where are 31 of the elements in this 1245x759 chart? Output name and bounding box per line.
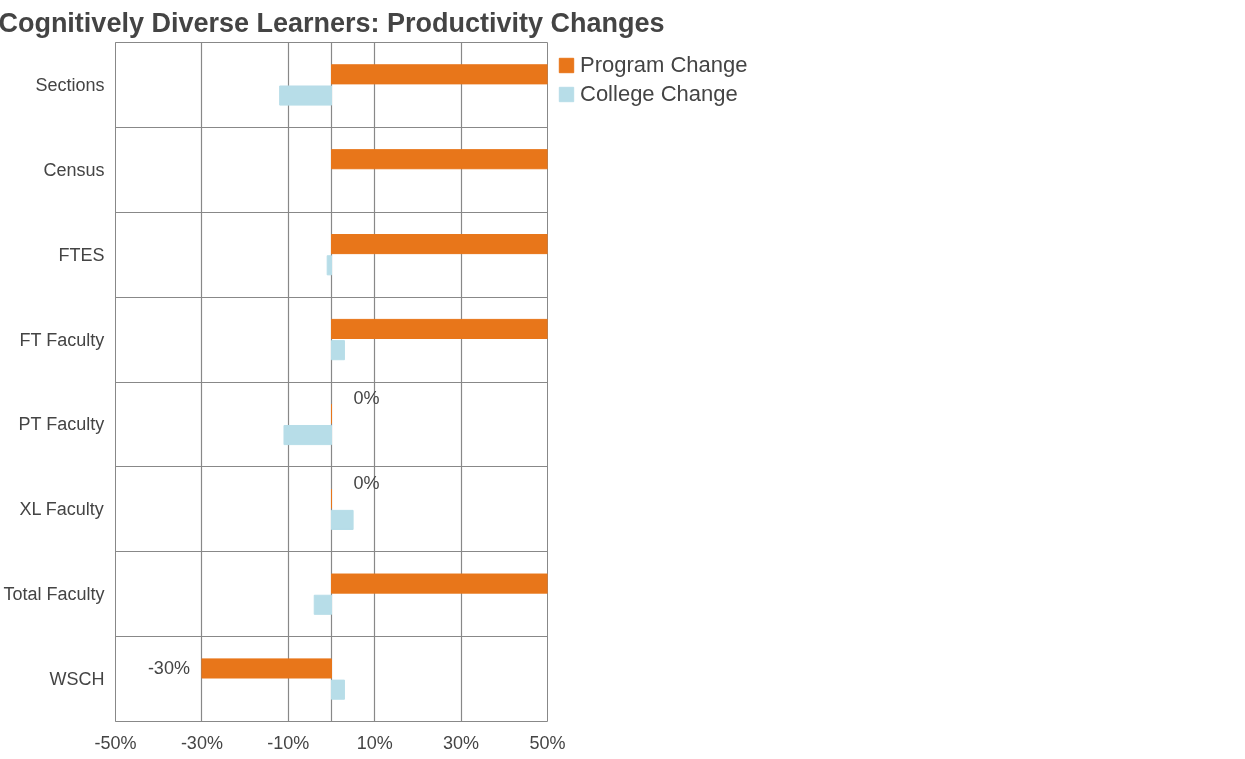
bar: [331, 679, 345, 700]
y-tick-label: XL Faculty: [19, 499, 104, 520]
bar: [326, 255, 332, 276]
bar: [279, 85, 332, 106]
bar: [331, 509, 354, 530]
bar: [201, 658, 332, 679]
x-tick-label: 30%: [443, 732, 480, 753]
y-tick-label: FTES: [58, 244, 105, 265]
x-tick-label: 50%: [529, 732, 566, 753]
y-tick-label: PT Faculty: [18, 414, 105, 435]
bar: [331, 318, 548, 339]
y-tick-label: Total Faculty: [3, 584, 105, 605]
x-tick-label: -30%: [180, 732, 223, 753]
bar: [313, 594, 332, 615]
y-tick-label: Census: [43, 159, 105, 180]
bar: [331, 234, 548, 255]
y-tick-label: Sections: [35, 74, 105, 95]
bar: [331, 64, 548, 85]
y-tick-label: FT Faculty: [19, 329, 105, 350]
bar: [331, 340, 345, 361]
data-label: -30%: [147, 658, 190, 679]
chart-title: Cognitively Diverse Learners: Productivity Changes: [0, 7, 665, 38]
bar: [331, 149, 548, 170]
y-tick-label: WSCH: [49, 669, 105, 690]
legend-label: Program Change: [580, 52, 748, 78]
bar: [331, 573, 548, 594]
legend-label: College Change: [580, 81, 738, 107]
x-tick-label: -10%: [267, 732, 310, 753]
bar: [283, 425, 332, 446]
x-tick-label: 10%: [356, 732, 393, 753]
x-tick-label: -50%: [94, 732, 137, 753]
